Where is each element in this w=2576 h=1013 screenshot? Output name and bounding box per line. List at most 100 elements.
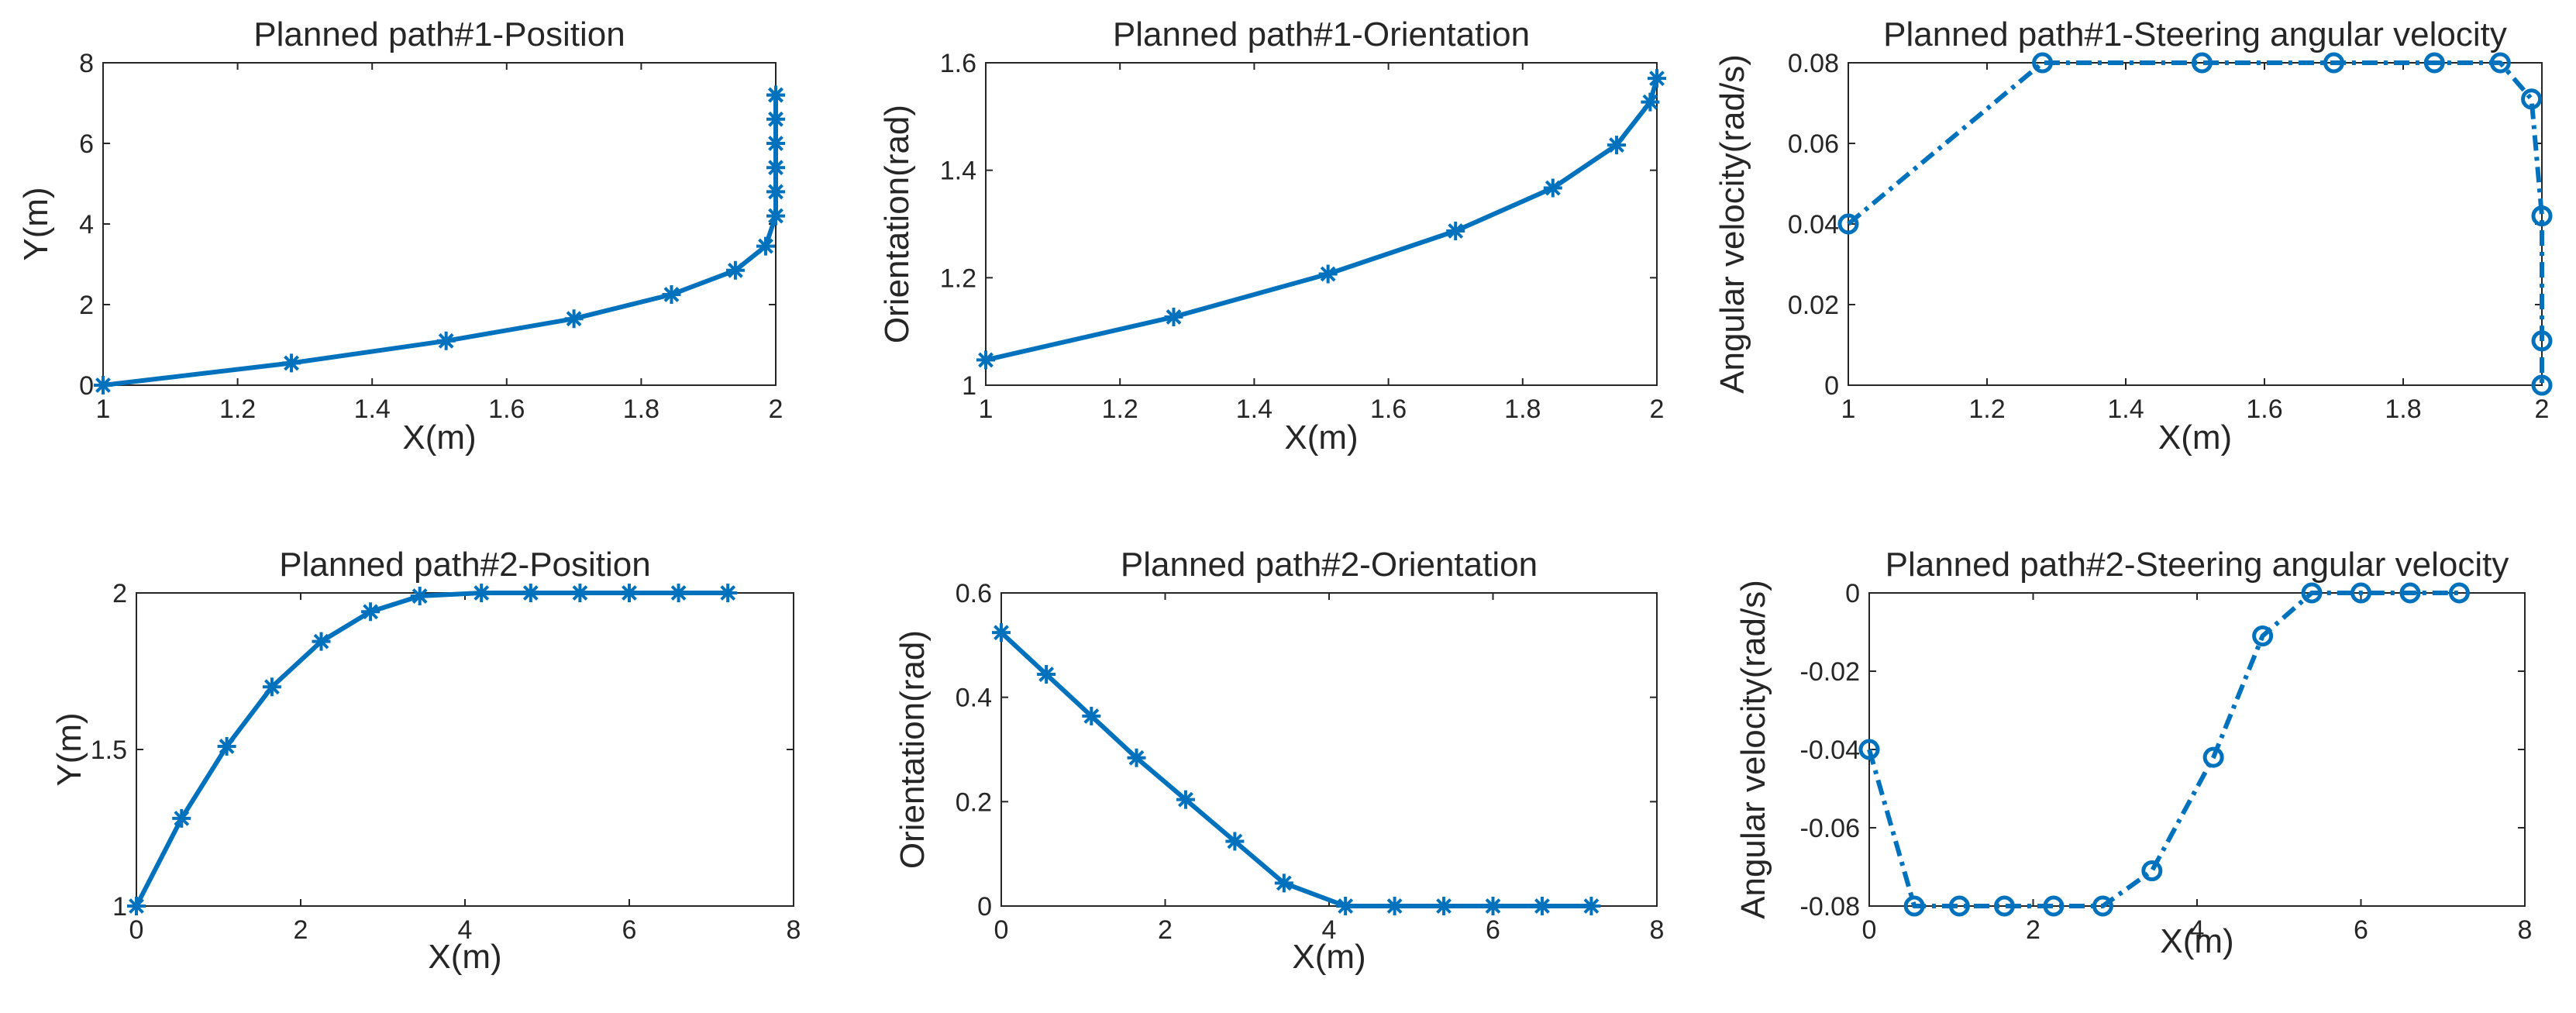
data-point xyxy=(2489,52,2511,74)
y-axis-label: Orientation(rad) xyxy=(878,105,916,343)
data-point xyxy=(1993,895,2015,917)
data-point xyxy=(2202,746,2224,768)
x-axis-label: X(m) xyxy=(428,938,501,976)
data-point xyxy=(1858,739,1880,760)
data-point xyxy=(2032,52,2054,74)
data-point xyxy=(1607,136,1627,155)
data-point xyxy=(2531,330,2553,352)
data-point xyxy=(2191,52,2213,74)
x-axis-label: X(m) xyxy=(2158,419,2232,457)
data-point xyxy=(2092,895,2113,917)
y-tick-label: 1.6 xyxy=(940,49,976,78)
data-point xyxy=(361,602,381,622)
y-tick-label: -0.04 xyxy=(1800,736,1861,765)
x-axis-label: X(m) xyxy=(2160,922,2233,960)
plot-frame xyxy=(985,62,1658,386)
data-point xyxy=(472,584,491,602)
data-point xyxy=(1318,264,1338,284)
x-tick-label: 1.2 xyxy=(219,395,256,424)
y-tick-label: 4 xyxy=(79,210,94,239)
series-line xyxy=(985,78,1659,363)
x-tick-label: 1 xyxy=(1841,395,1856,424)
data-point xyxy=(2448,582,2470,604)
x-tick-label: 1.4 xyxy=(2107,395,2144,424)
data-point xyxy=(94,376,112,395)
data-point xyxy=(2423,52,2445,74)
x-axis-label: X(m) xyxy=(1284,419,1358,457)
y-tick-label: 2 xyxy=(112,579,127,608)
x-tick-label: 0 xyxy=(1862,915,1877,945)
data-point xyxy=(262,677,281,697)
x-tick-label: 2 xyxy=(1158,915,1173,945)
data-point xyxy=(766,206,785,226)
x-tick-label: 1.2 xyxy=(1968,395,2005,424)
y-axis-label: Y(m) xyxy=(17,187,55,260)
chart-title: Planned path#2-Position xyxy=(279,546,650,584)
data-point xyxy=(669,584,688,602)
chart-title: Planned path#1-Steering angular velocity xyxy=(1883,16,2507,53)
y-tick-label: 1.4 xyxy=(940,157,976,186)
data-point xyxy=(2531,374,2553,396)
y-tick-label: 0.4 xyxy=(956,684,992,713)
x-axis-label: X(m) xyxy=(1292,938,1365,976)
data-point xyxy=(766,158,785,177)
data-point xyxy=(662,285,681,304)
data-point xyxy=(2350,582,2371,604)
y-tick-label: 0 xyxy=(1824,371,1839,401)
data-point xyxy=(2252,625,2274,647)
data-point xyxy=(1446,222,1465,241)
x-tick-label: 1.2 xyxy=(1102,395,1138,424)
y-tick-label: 0.08 xyxy=(1788,49,1839,78)
data-point xyxy=(570,584,590,602)
data-point xyxy=(1648,69,1666,88)
data-point xyxy=(312,632,331,651)
data-point xyxy=(992,623,1011,643)
x-tick-label: 1.8 xyxy=(623,395,659,424)
data-point xyxy=(766,134,785,153)
chart-2: 1 1.2 1.4 1.6 1.8 2 1 1.2 1.4 1.6 Planned path#1-O… xyxy=(878,16,1666,457)
data-point xyxy=(1336,897,1355,915)
x-tick-label: 8 xyxy=(787,915,801,945)
x-tick-label: 1.4 xyxy=(1236,395,1273,424)
data-point xyxy=(766,109,785,129)
y-tick-label: 8 xyxy=(79,49,94,78)
y-tick-label: 1.5 xyxy=(91,736,127,765)
y-axis-label: Angular velocity(rad/s) xyxy=(1734,580,1772,919)
data-point xyxy=(1127,748,1146,767)
x-tick-label: 2 xyxy=(769,395,783,424)
x-tick-label: 4 xyxy=(458,915,473,945)
plot-frame xyxy=(1000,592,1658,907)
data-point xyxy=(1948,895,1970,917)
x-tick-label: 6 xyxy=(622,915,637,945)
data-point xyxy=(2399,582,2421,604)
chart-title: Planned path#1-Position xyxy=(253,16,625,53)
data-point xyxy=(2531,205,2553,227)
data-point xyxy=(1837,213,1859,235)
data-point xyxy=(725,260,745,280)
chart-title: Planned path#2-Orientation xyxy=(1121,546,1538,584)
x-tick-label: 4 xyxy=(2190,915,2205,945)
x-tick-label: 0 xyxy=(129,915,144,945)
x-tick-label: 1.6 xyxy=(2246,395,2282,424)
data-point xyxy=(2301,582,2323,604)
chart-title: Planned path#2-Steering angular velocity xyxy=(1886,546,2509,584)
data-point xyxy=(766,182,785,202)
plot-frame xyxy=(136,592,794,907)
x-tick-label: 2 xyxy=(294,915,308,945)
y-tick-label: -0.06 xyxy=(1800,814,1861,843)
chart-1: 1 1.2 1.4 1.6 1.8 2 0 2 4 6 8 Planned path#1-Positi… xyxy=(17,16,785,457)
y-axis-label: Orientation(rad) xyxy=(894,630,932,869)
data-point xyxy=(1483,897,1503,915)
y-tick-label: 0 xyxy=(1845,579,1860,608)
x-tick-label: 8 xyxy=(2518,915,2533,945)
data-point xyxy=(1176,790,1195,809)
y-tick-label: 0.04 xyxy=(1788,210,1839,239)
data-point xyxy=(1903,895,1925,917)
data-point xyxy=(1164,307,1183,326)
y-tick-label: 0.6 xyxy=(956,579,992,608)
y-axis-label: Y(m) xyxy=(50,712,88,786)
x-tick-label: 1.8 xyxy=(2385,395,2421,424)
x-tick-label: 6 xyxy=(2354,915,2368,945)
y-tick-label: -0.02 xyxy=(1800,657,1861,687)
